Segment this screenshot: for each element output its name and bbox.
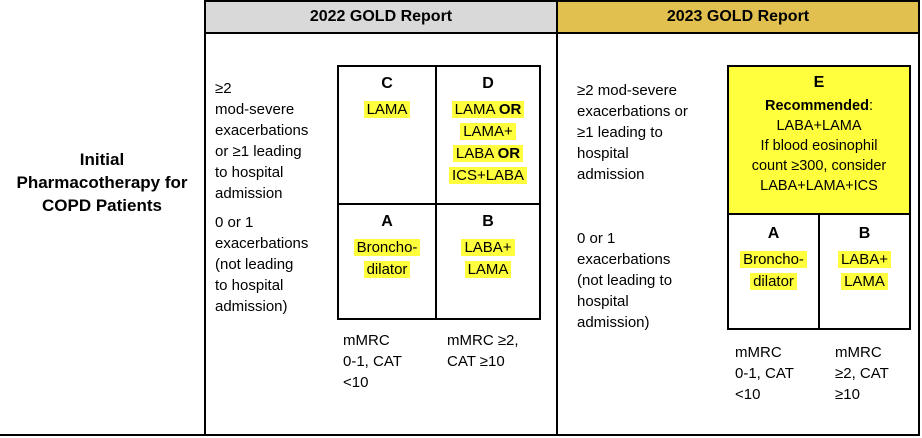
cell-2022-b: B LABA+ LAMA (437, 205, 539, 318)
figure-title: Initial Pharmacotherapy for COPD Patient… (16, 150, 188, 215)
axis-2023-symptoms-high: mMRC ≥2, CAT ≥10 (835, 344, 889, 403)
label-2022-exacerbations-low: 0 or 1 exacerbations (not leading to hos… (215, 214, 309, 315)
cell-2022-d-treatment: LAMA OR LAMA+ LABA OR ICS+LABA (437, 99, 539, 187)
axis-2022-symptoms-low: mMRC 0-1, CAT <10 (343, 332, 402, 391)
header-2023-label: 2023 GOLD Report (666, 8, 810, 25)
cell-2023-e: E Recommended: LABA+LAMA If blood eosino… (729, 67, 909, 215)
header-2022-label: 2022 GOLD Report (309, 8, 453, 25)
grid-2022-abcd: C LAMA D LAMA OR LAMA+ LABA OR ICS+LABA … (337, 65, 541, 320)
cell-2023-b-letter: B (858, 225, 871, 242)
cell-2022-a-treatment: Broncho- dilator (339, 237, 435, 281)
label-2023-exacerbations-high: ≥2 mod-severe exacerbations or ≥1 leadin… (577, 82, 688, 183)
cell-2022-d-letter: D (482, 75, 494, 92)
panel-2023: ≥2 mod-severe exacerbations or ≥1 leadin… (556, 32, 920, 436)
cell-2023-e-treatment: Recommended: LABA+LAMA If blood eosinoph… (751, 98, 887, 194)
panel-2022: ≥2 mod-severe exacerbations or ≥1 leadin… (204, 32, 558, 436)
cell-2022-d: D LAMA OR LAMA+ LABA OR ICS+LABA (437, 67, 539, 205)
cell-2022-b-letter: B (482, 213, 494, 230)
label-2022-exacerbations-high: ≥2 mod-severe exacerbations or ≥1 leadin… (215, 80, 309, 202)
cell-2022-a-letter: A (381, 213, 393, 230)
header-2022-gold-report: 2022 GOLD Report (204, 0, 558, 34)
cell-2022-c: C LAMA (339, 67, 437, 205)
grid-2023-abe: E Recommended: LABA+LAMA If blood eosino… (727, 65, 911, 330)
cell-2022-a: A Broncho- dilator (339, 205, 437, 318)
label-2023-exacerbations-low: 0 or 1 exacerbations (not leading to hos… (577, 230, 673, 331)
cell-2022-c-treatment: LAMA (363, 101, 411, 118)
cell-2022-b-treatment: LABA+ LAMA (437, 237, 539, 281)
cell-2023-e-letter: E (813, 74, 825, 91)
cell-2023-a-treatment: Broncho- dilator (729, 249, 818, 293)
bottom-border-left-segment (0, 434, 206, 436)
axis-2022-symptoms-high: mMRC ≥2, CAT ≥10 (447, 332, 519, 370)
axis-2023-symptoms-low: mMRC 0-1, CAT <10 (735, 344, 794, 403)
cell-2022-c-letter: C (381, 75, 393, 92)
cell-2023-b-treatment: LABA+ LAMA (820, 249, 909, 293)
cell-2023-b: B LABA+ LAMA (820, 215, 909, 328)
row-2023-ab: A Broncho- dilator B LABA+ LAMA (729, 215, 909, 328)
cell-2023-a-letter: A (767, 225, 780, 242)
cell-2023-a: A Broncho- dilator (729, 215, 820, 328)
header-2023-gold-report: 2023 GOLD Report (556, 0, 920, 34)
